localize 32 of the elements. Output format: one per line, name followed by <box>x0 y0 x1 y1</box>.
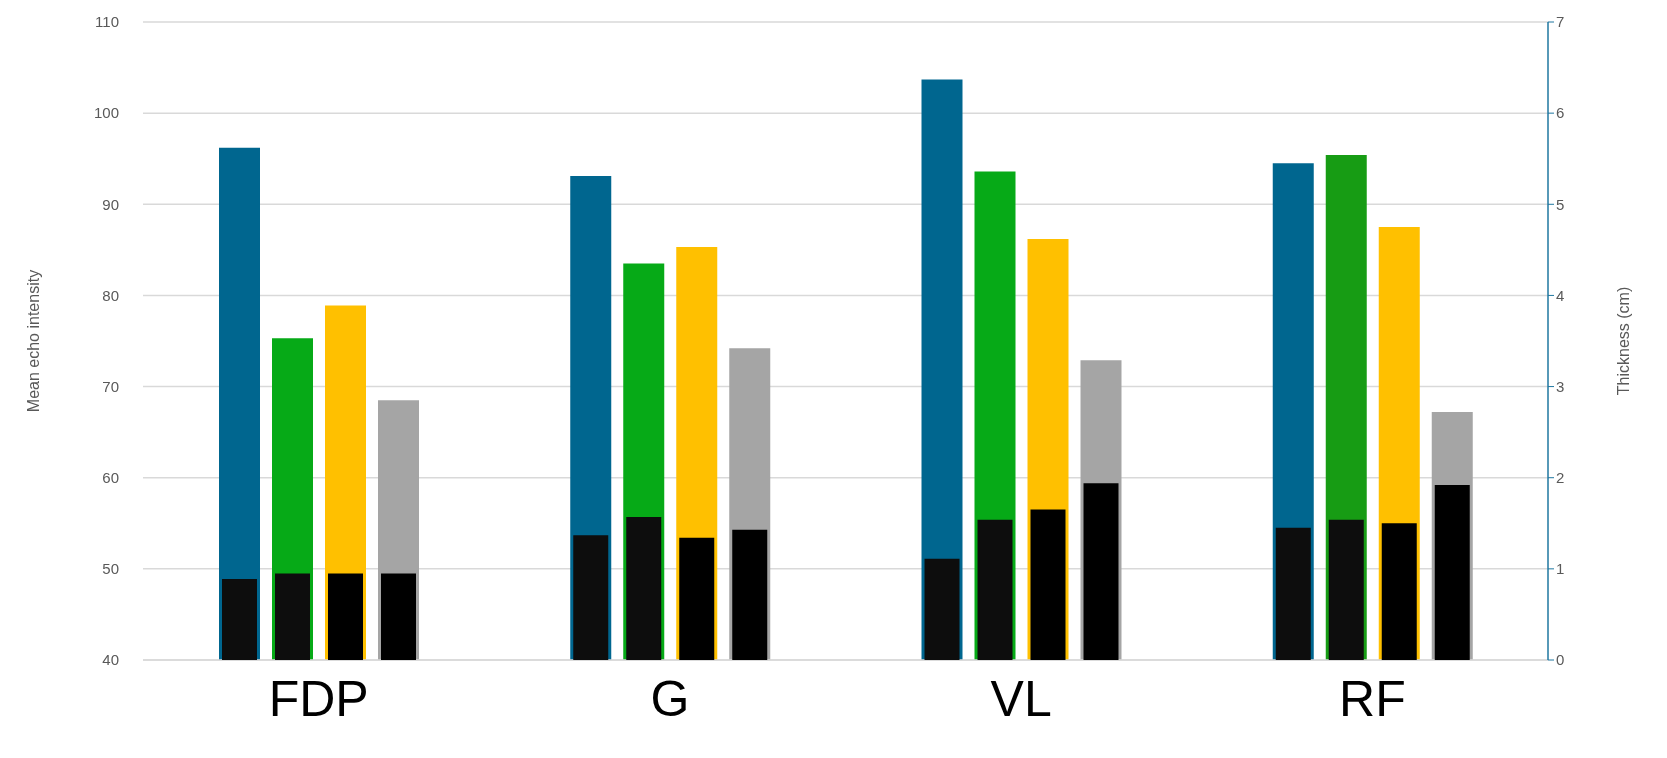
y-tick-label: 110 <box>95 13 119 31</box>
y2-axis-title: Thickness (cm) <box>1614 286 1632 396</box>
y-tick-label: 70 <box>102 377 119 395</box>
y-tick-label: 40 <box>102 651 119 669</box>
bar <box>573 535 609 660</box>
bar <box>275 573 310 660</box>
bar <box>328 573 363 660</box>
y-tick-label: 50 <box>102 560 119 578</box>
x-tick-label: G <box>650 670 690 727</box>
x-tick-label: FDP <box>268 670 369 727</box>
y-tick-label: 90 <box>102 195 119 213</box>
y2-tick-label: 4 <box>1556 286 1565 304</box>
bar <box>679 537 715 660</box>
y2-tick-label: 3 <box>1556 377 1565 395</box>
y2-tick-label: 5 <box>1556 195 1565 213</box>
y2-tick-label: 1 <box>1556 560 1565 578</box>
y2-tick-label: 0 <box>1556 651 1565 669</box>
x-tick-label: RF <box>1339 670 1406 727</box>
y2-tick-label: 6 <box>1556 104 1565 122</box>
bar <box>1275 527 1311 660</box>
bar <box>977 519 1013 660</box>
y2-tick-label: 7 <box>1556 13 1565 31</box>
x-tick-label: VL <box>990 670 1052 727</box>
bar <box>924 558 960 660</box>
y-tick-label: 80 <box>102 286 119 304</box>
y-axis-title: Mean echo intensity <box>24 269 42 413</box>
bar <box>222 578 257 660</box>
bar <box>1328 519 1364 660</box>
bar <box>1381 523 1417 660</box>
y-tick-label: 100 <box>93 104 119 122</box>
y2-tick-label: 2 <box>1556 469 1565 487</box>
y-tick-label: 60 <box>102 469 119 487</box>
